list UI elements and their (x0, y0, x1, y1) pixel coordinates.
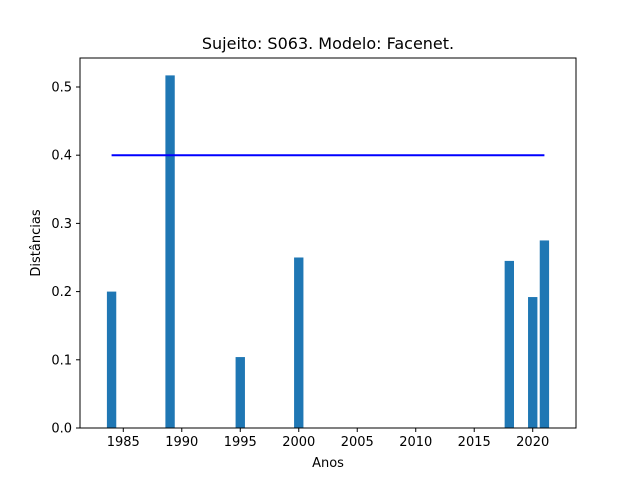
chart-title: Sujeito: S063. Modelo: Facenet. (202, 34, 454, 53)
y-tick-label-0: 0.0 (51, 422, 72, 437)
x-axis: 1985 1990 1995 2000 2005 2010 2015 2020 (107, 428, 549, 450)
bar-1989 (165, 75, 175, 428)
x-tick-label-2010: 2010 (399, 435, 432, 450)
y-tick-label-4: 0.4 (51, 149, 72, 164)
plot-frame (79, 57, 577, 429)
x-tick-label-2020: 2020 (516, 435, 549, 450)
bar-2021 (539, 240, 550, 428)
bar-2018 (504, 260, 514, 428)
x-tick-label-2000: 2000 (282, 435, 315, 450)
x-tick-label-1985: 1985 (107, 435, 140, 450)
bars-layer (106, 75, 550, 428)
y-tick-label-5: 0.5 (51, 80, 72, 95)
y-axis: 0.0 0.1 0.2 0.3 0.4 0.5 (51, 80, 80, 437)
y-tick-label-2: 0.2 (51, 285, 72, 300)
x-tick-label-1995: 1995 (224, 435, 257, 450)
bar-1984 (106, 291, 117, 428)
x-tick-label-2015: 2015 (458, 435, 491, 450)
x-tick-label-2005: 2005 (341, 435, 374, 450)
y-tick-label-1: 0.1 (51, 353, 72, 368)
x-axis-label: Anos (312, 456, 344, 471)
y-tick-label-3: 0.3 (51, 217, 72, 232)
x-tick-label-1990: 1990 (165, 435, 198, 450)
y-axis-label: Distâncias (29, 209, 44, 276)
bar-1995 (235, 357, 245, 428)
bar-2000 (294, 257, 304, 428)
bar-2020 (528, 297, 538, 428)
